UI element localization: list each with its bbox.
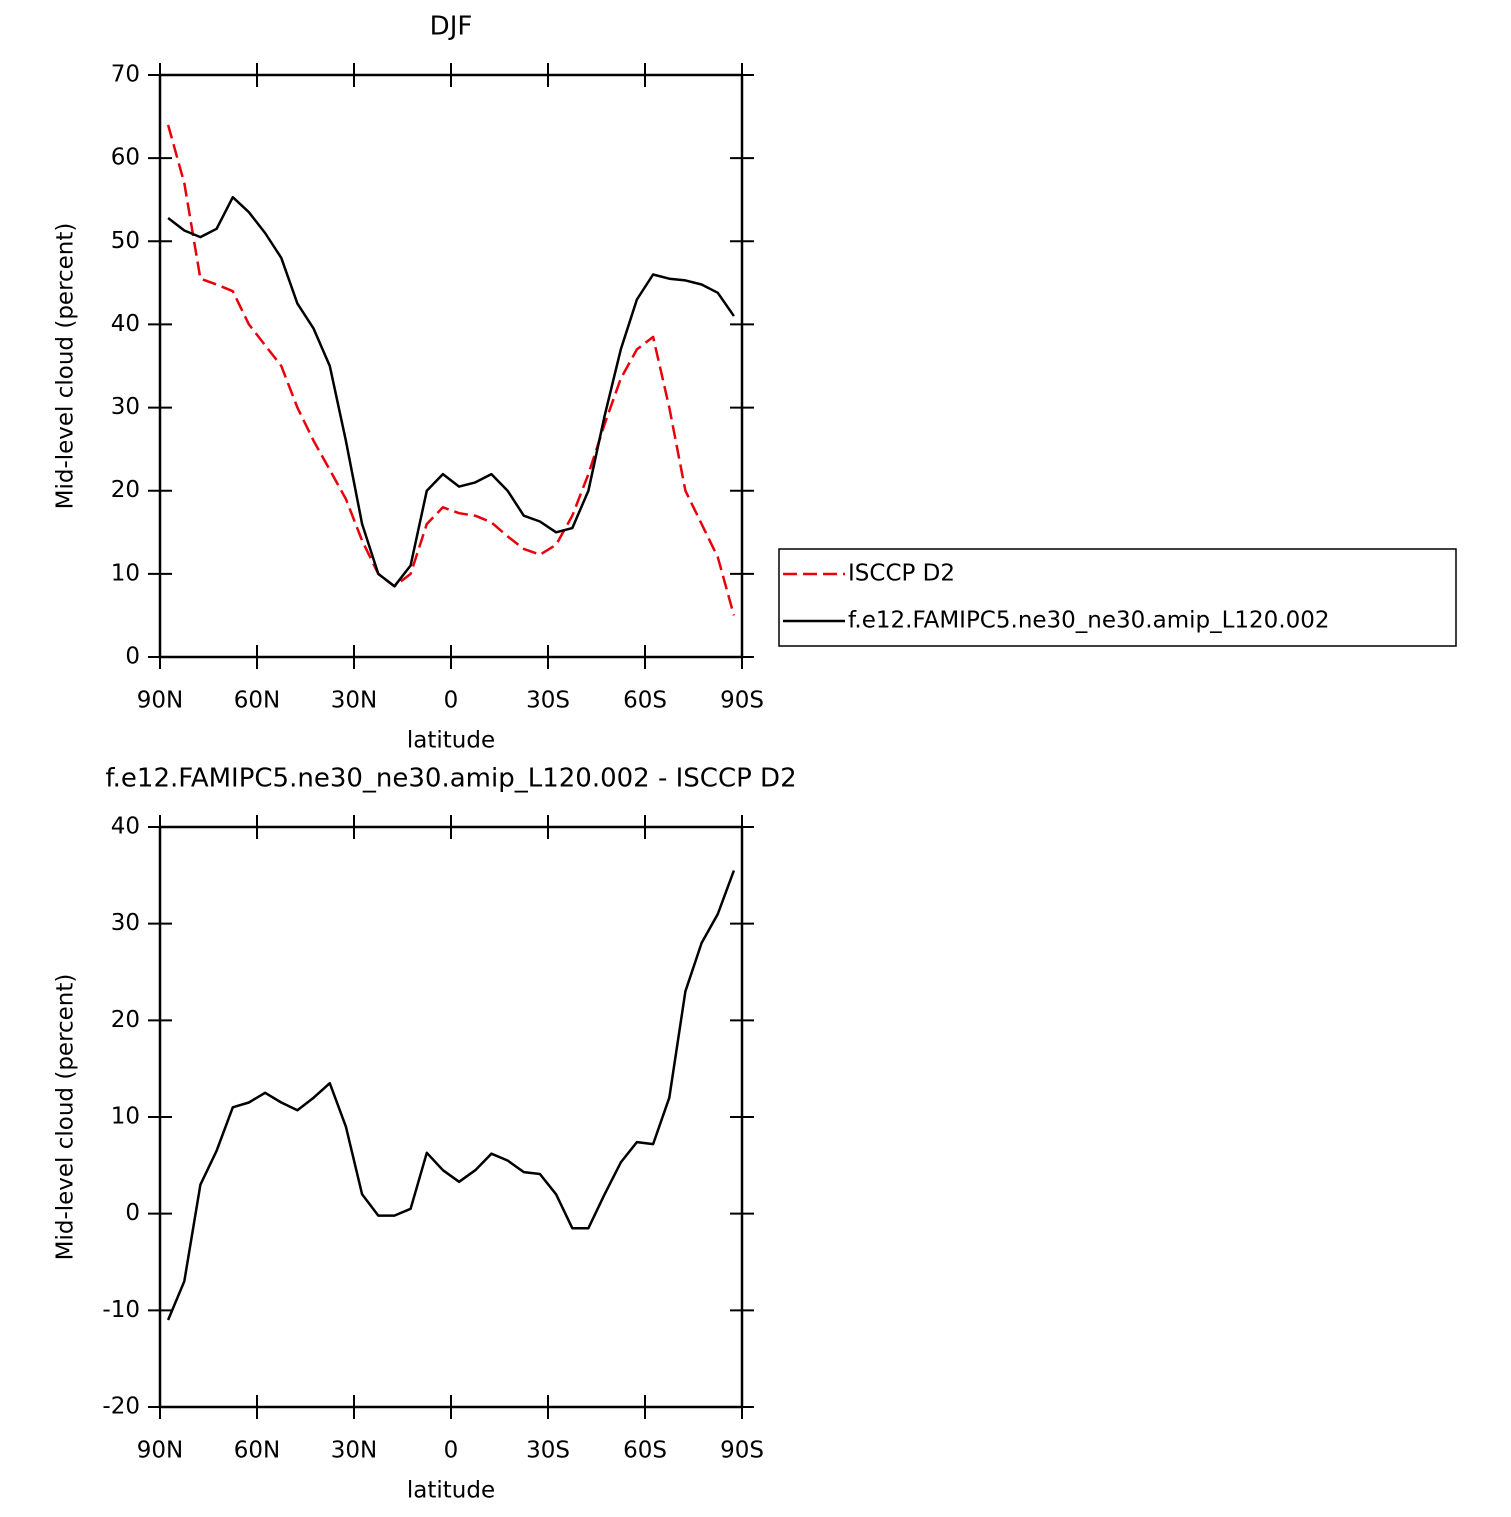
y-axis-label: Mid-level cloud (percent): [53, 974, 79, 1261]
y-tick-label: 0: [125, 1200, 140, 1226]
y-tick-label: 10: [111, 1104, 140, 1130]
data-line: [166, 870, 736, 1321]
y-tick-label: 40: [111, 814, 140, 840]
x-tick-label: 90S: [720, 1438, 764, 1464]
x-tick-label: 30N: [331, 1438, 377, 1464]
x-tick-label: 30S: [526, 688, 570, 714]
y-tick-label: 20: [111, 1007, 140, 1033]
y-tick-label: 70: [111, 62, 140, 88]
x-axis-label: latitude: [407, 728, 495, 754]
y-tick-label: -20: [102, 1394, 140, 1420]
legend-label: f.e12.FAMIPC5.ne30_ne30.amip_L120.002: [848, 608, 1330, 634]
x-tick-label: 60S: [623, 1438, 667, 1464]
y-tick-label: 0: [125, 644, 140, 670]
x-tick-label: 90N: [137, 688, 183, 714]
x-tick-label: 30N: [331, 688, 377, 714]
plot: DJF latitude Mid-level cloud (percent) 0 10 2…: [53, 12, 764, 754]
x-tick-label: 60S: [623, 688, 667, 714]
y-tick-label: 50: [111, 228, 140, 254]
y-tick-label: 60: [111, 145, 140, 171]
x-tick-label: 0: [444, 688, 459, 714]
chart-title: f.e12.FAMIPC5.ne30_ne30.amip_L120.002 - …: [105, 764, 796, 794]
x-tick-label: 0: [444, 1438, 459, 1464]
y-tick-label: 30: [111, 910, 140, 936]
y-axis-label: Mid-level cloud (percent): [53, 223, 79, 510]
data-line: [167, 195, 735, 588]
y-tick-label: 40: [111, 311, 140, 337]
y-tick-label: 10: [111, 560, 140, 586]
data-line: [166, 124, 736, 616]
x-tick-label: 90N: [137, 1438, 183, 1464]
plot: f.e12.FAMIPC5.ne30_ne30.amip_L120.002 - …: [53, 764, 797, 1504]
x-tick-label: 60N: [234, 688, 280, 714]
x-tick-label: 30S: [526, 1438, 570, 1464]
legend-label: ISCCP D2: [848, 561, 955, 587]
x-tick-label: 60N: [234, 1438, 280, 1464]
chart-title: DJF: [430, 12, 473, 42]
legend: ISCCP D2 f.e12.FAMIPC5.ne30_ne30.amip_L12…: [778, 548, 1457, 647]
y-tick-label: 20: [111, 477, 140, 503]
legend-box: [778, 548, 1457, 647]
x-tick-label: 90S: [720, 688, 764, 714]
plot-frame: [158, 825, 744, 1409]
y-tick-label: -10: [102, 1297, 140, 1323]
plot-frame: [158, 73, 744, 659]
x-axis-label: latitude: [407, 1478, 495, 1504]
y-tick-label: 30: [111, 394, 140, 420]
